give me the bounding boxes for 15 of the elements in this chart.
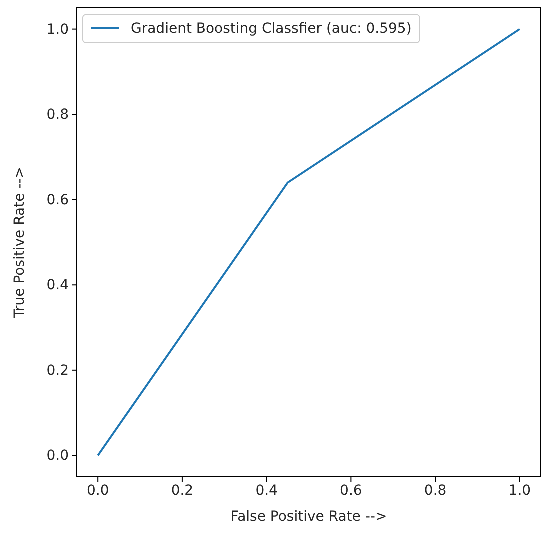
legend-label: Gradient Boosting Classfier (auc: 0.595) — [131, 20, 412, 37]
x-tick-label: 0.4 — [256, 482, 278, 499]
y-tick-label: 0.2 — [46, 362, 69, 379]
y-axis-title: True Positive Rate --> — [12, 167, 28, 319]
x-axis-title: False Positive Rate --> — [230, 509, 388, 525]
x-tick-label: 0.6 — [340, 482, 362, 499]
y-tick-label: 0.4 — [46, 278, 70, 294]
x-tick-label: 1.0 — [508, 482, 532, 499]
x-tick-label: 0.0 — [86, 482, 110, 499]
y-tick-label: 0.0 — [46, 448, 69, 464]
y-tick-label: 1.0 — [46, 22, 69, 38]
y-tick-label: 0.6 — [46, 192, 70, 208]
x-tick-label: 0.8 — [424, 482, 447, 499]
x-tick-label: 0.2 — [171, 482, 194, 499]
y-tick-label: 0.8 — [46, 107, 69, 124]
